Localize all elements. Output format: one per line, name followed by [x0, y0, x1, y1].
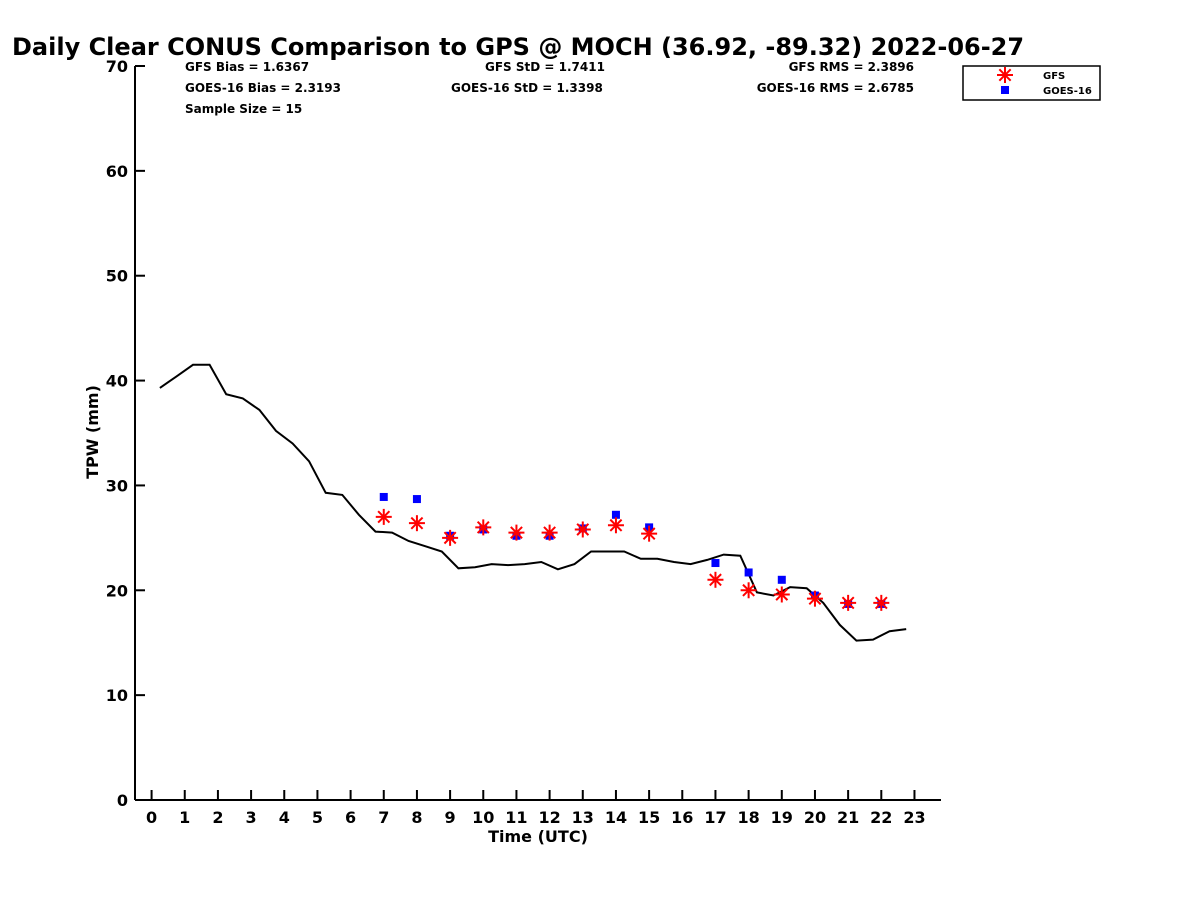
legend-goes-label: GOES-16	[1043, 86, 1092, 97]
sample-size-text: Sample Size = 15	[185, 102, 302, 116]
x-tick-label: 13	[572, 808, 594, 827]
legend-gfs-marker	[997, 67, 1013, 83]
y-tick-label: 0	[117, 791, 128, 810]
x-tick-label: 11	[505, 808, 527, 827]
gfs-point	[541, 524, 558, 541]
goes16-point	[611, 510, 620, 519]
x-tick-label: 15	[638, 808, 660, 827]
goes-rms-text: GOES-16 RMS = 2.6785	[757, 81, 914, 95]
x-tick-label: 7	[378, 808, 389, 827]
y-tick-label: 20	[106, 581, 128, 600]
legend-goes-marker	[1001, 86, 1009, 94]
goes16-point	[744, 568, 753, 577]
x-tick-label: 17	[704, 808, 726, 827]
goes16-point	[777, 575, 786, 584]
goes-bias-text: GOES-16 Bias = 2.3193	[185, 81, 341, 95]
gfs-point	[773, 586, 790, 603]
gfs-point	[607, 517, 624, 534]
y-tick-label: 40	[106, 372, 128, 391]
y-tick-label: 10	[106, 686, 128, 705]
goes-std-text: GOES-16 StD = 1.3398	[451, 81, 603, 95]
x-tick-label: 20	[804, 808, 826, 827]
goes16-point	[711, 559, 720, 568]
legend-box	[962, 65, 1101, 101]
goes16-point	[412, 495, 421, 504]
gfs-std-text: GFS StD = 1.7411	[485, 60, 605, 74]
legend-gfs-label: GFS	[1043, 71, 1065, 82]
x-tick-label: 4	[279, 808, 290, 827]
x-tick-label: 12	[538, 808, 560, 827]
gfs-point	[707, 571, 724, 588]
x-tick-label: 16	[671, 808, 693, 827]
gfs-point	[873, 594, 890, 611]
x-tick-label: 6	[345, 808, 356, 827]
legend: GFS GOES-16	[962, 65, 1101, 101]
gfs-point	[508, 524, 525, 541]
gps-line	[159, 363, 907, 642]
x-tick-label: 8	[411, 808, 422, 827]
y-tick-label: 30	[106, 476, 128, 495]
gfs-series	[375, 508, 890, 611]
gfs-rms-text: GFS RMS = 2.3896	[789, 60, 914, 74]
gfs-point	[475, 519, 492, 536]
x-tick-label: 1	[179, 808, 190, 827]
y-tick-label: 60	[106, 162, 128, 181]
gfs-point	[806, 590, 823, 607]
gfs-point	[740, 582, 757, 599]
x-tick-label: 10	[472, 808, 494, 827]
x-tick-label: 9	[445, 808, 456, 827]
legend-goes-square	[1001, 86, 1009, 94]
x-tick-label: 14	[605, 808, 627, 827]
gfs-bias-text: GFS Bias = 1.6367	[185, 60, 309, 74]
gfs-point	[408, 515, 425, 532]
x-tick-label: 21	[837, 808, 859, 827]
gfs-point	[641, 525, 658, 542]
x-tick-label: 18	[737, 808, 759, 827]
gfs-point	[442, 529, 459, 546]
x-axis-label: Time (UTC)	[488, 827, 588, 846]
y-tick-label: 70	[106, 57, 128, 76]
x-tick-label: 3	[246, 808, 257, 827]
x-tick-label: 2	[212, 808, 223, 827]
x-tick-label: 22	[870, 808, 892, 827]
y-tick-label: 50	[106, 267, 128, 286]
chart-title: Daily Clear CONUS Comparison to GPS @ MO…	[12, 33, 1024, 61]
goes16-point	[379, 492, 388, 501]
gps-series	[159, 363, 907, 642]
x-tick-label: 19	[771, 808, 793, 827]
gfs-point	[375, 508, 392, 525]
gfs-point	[574, 521, 591, 538]
y-axis-label: TPW (mm)	[83, 385, 102, 479]
gfs-point	[840, 594, 857, 611]
x-tick-label: 5	[312, 808, 323, 827]
legend-gfs-asterisk	[997, 67, 1013, 83]
x-tick-label: 0	[146, 808, 157, 827]
x-tick-label: 23	[903, 808, 925, 827]
